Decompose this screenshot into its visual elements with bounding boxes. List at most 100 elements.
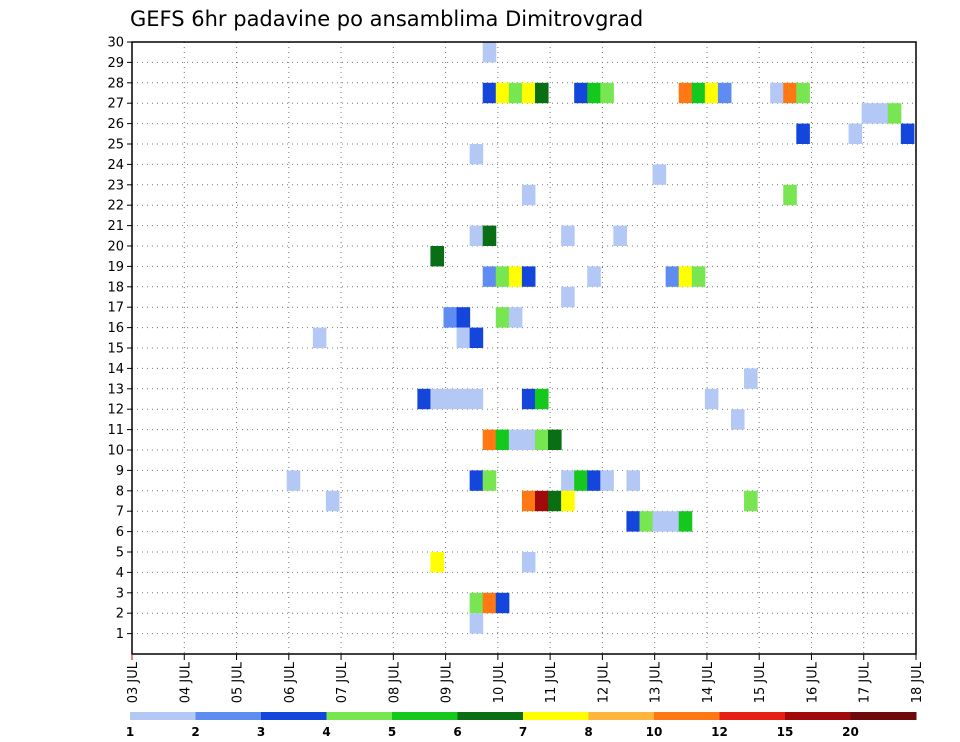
- precip-cell: [521, 266, 536, 287]
- precip-cell: [508, 429, 523, 450]
- precip-cell: [521, 429, 536, 450]
- precip-cell: [613, 225, 627, 246]
- y-tick-label: 4: [116, 566, 124, 581]
- precip-cell: [704, 388, 719, 410]
- precip-cell: [744, 490, 758, 512]
- y-tick-label: 24: [107, 158, 124, 173]
- y-tick-label: 3: [116, 586, 124, 601]
- precip-cell: [469, 225, 484, 246]
- y-tick-label: 14: [107, 362, 124, 377]
- precip-cell: [482, 266, 497, 287]
- precip-cell: [678, 511, 693, 532]
- y-tick-label: 15: [107, 342, 124, 357]
- precip-cell: [495, 82, 510, 104]
- x-tick-label: 11 JUL: [544, 661, 559, 703]
- precip-cell: [652, 511, 667, 532]
- colorbar: 1 2 3 4 5 6 7 8 10 12 15 20: [126, 712, 917, 739]
- precip-cell: [286, 470, 301, 491]
- precip-cell: [534, 82, 549, 104]
- colorbar-label: 12: [711, 725, 728, 739]
- precip-cell: [665, 266, 680, 287]
- precip-cell: [469, 144, 484, 165]
- precip-cell: [430, 552, 445, 573]
- precip-cell: [561, 490, 575, 512]
- precip-cell: [691, 266, 706, 287]
- precip-cell: [482, 429, 497, 450]
- colorbar-label: 4: [322, 725, 330, 739]
- y-tick-label: 8: [116, 484, 124, 499]
- precip-cell: [548, 429, 562, 450]
- colorbar-label: 15: [777, 725, 794, 739]
- colorbar-swatch: [130, 712, 196, 720]
- colorbar-swatch: [392, 712, 458, 720]
- precip-cell: [495, 266, 510, 287]
- colorbar-label: 10: [646, 725, 663, 739]
- x-tick-label: 10 JUL: [492, 661, 507, 703]
- y-tick-label: 5: [116, 546, 124, 561]
- x-tick-label: 18 JUL: [910, 661, 925, 703]
- colorbar-swatch: [785, 712, 851, 720]
- x-tick-label: 16 JUL: [805, 661, 820, 703]
- y-tick-label: 10: [107, 444, 124, 459]
- precip-cell: [730, 409, 745, 430]
- y-tick-label: 11: [107, 423, 124, 438]
- precip-cell: [430, 246, 445, 267]
- precip-cell: [443, 388, 458, 410]
- precip-cell: [574, 82, 588, 104]
- precip-cell: [312, 327, 327, 348]
- precip-cell: [548, 490, 562, 512]
- precip-cell: [639, 511, 654, 532]
- precip-cell: [521, 388, 536, 410]
- y-tick-label: 25: [107, 138, 124, 153]
- colorbar-swatch: [523, 712, 589, 720]
- precip-cell: [482, 82, 497, 104]
- precip-cell: [770, 82, 784, 104]
- y-tick-label: 13: [107, 382, 124, 397]
- y-tick-label: 28: [107, 76, 124, 91]
- y-tick-label: 20: [107, 240, 124, 255]
- precip-cell: [521, 490, 536, 512]
- y-tick-label: 19: [107, 260, 124, 275]
- chart-title: GEFS 6hr padavine po ansamblima Dimitrov…: [130, 7, 643, 31]
- precip-cell: [456, 307, 471, 328]
- x-tick-label: 13 JUL: [649, 661, 664, 703]
- precip-cell: [469, 470, 484, 491]
- colorbar-label: 2: [191, 725, 199, 739]
- colorbar-swatch: [457, 712, 524, 720]
- x-tick-label: 15 JUL: [753, 661, 768, 703]
- precip-cell: [678, 266, 693, 287]
- precip-cell: [587, 470, 601, 491]
- precip-cell: [482, 592, 497, 614]
- y-tick-label: 1: [116, 627, 124, 642]
- precip-cell: [534, 429, 549, 450]
- precip-cell: [561, 470, 575, 491]
- x-tick-label: 05 JUL: [231, 661, 246, 703]
- precip-cell: [587, 266, 601, 287]
- precip-cell: [508, 307, 523, 328]
- y-axis: 1234567891011121314151617181920212223242…: [107, 36, 132, 642]
- precip-cell: [744, 368, 758, 389]
- precip-cell: [469, 388, 484, 410]
- precip-cell: [495, 592, 510, 614]
- precip-cell: [796, 123, 810, 144]
- precip-cell: [704, 82, 719, 104]
- y-tick-label: 22: [107, 199, 124, 214]
- precip-cell: [861, 103, 876, 124]
- y-tick-label: 9: [116, 464, 124, 479]
- x-tick-label: 12 JUL: [596, 661, 611, 703]
- precip-cell: [626, 470, 641, 491]
- y-tick-label: 26: [107, 117, 124, 132]
- precip-cell: [626, 511, 641, 532]
- precip-cell: [691, 82, 706, 104]
- colorbar-swatch: [719, 712, 786, 720]
- precip-cell: [783, 82, 797, 104]
- precip-cell: [587, 82, 601, 104]
- precip-cell: [456, 327, 471, 348]
- precip-cell: [678, 82, 693, 104]
- precip-cell: [482, 225, 497, 246]
- precip-cell: [508, 266, 523, 287]
- y-tick-label: 18: [107, 280, 124, 295]
- precip-cell: [783, 184, 797, 206]
- colorbar-label: 6: [453, 725, 461, 739]
- precip-cell: [443, 307, 458, 328]
